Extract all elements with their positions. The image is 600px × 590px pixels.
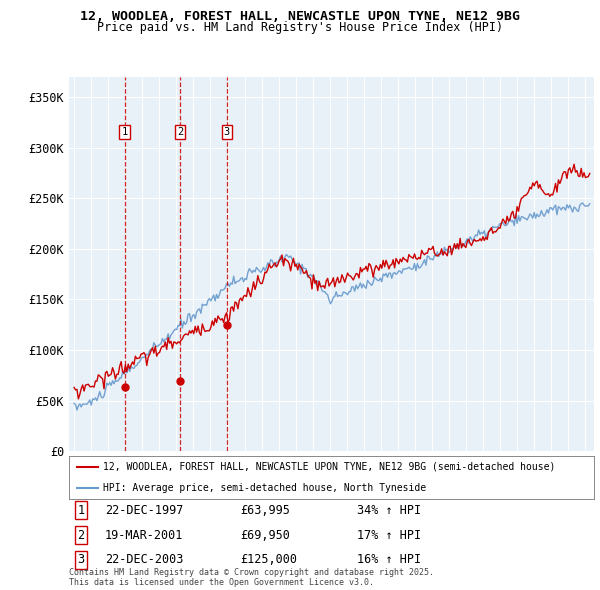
Text: Price paid vs. HM Land Registry's House Price Index (HPI): Price paid vs. HM Land Registry's House … [97, 21, 503, 34]
Text: Contains HM Land Registry data © Crown copyright and database right 2025.: Contains HM Land Registry data © Crown c… [69, 568, 434, 577]
Text: 12, WOODLEA, FOREST HALL, NEWCASTLE UPON TYNE, NE12 9BG: 12, WOODLEA, FOREST HALL, NEWCASTLE UPON… [80, 10, 520, 23]
Text: 17% ↑ HPI: 17% ↑ HPI [357, 529, 421, 542]
Text: 1: 1 [121, 127, 128, 137]
Text: 1: 1 [77, 504, 85, 517]
Text: 22-DEC-1997: 22-DEC-1997 [105, 504, 184, 517]
Text: This data is licensed under the Open Government Licence v3.0.: This data is licensed under the Open Gov… [69, 578, 374, 587]
Text: 3: 3 [77, 553, 85, 566]
Text: 3: 3 [224, 127, 230, 137]
Text: 16% ↑ HPI: 16% ↑ HPI [357, 553, 421, 566]
Text: 22-DEC-2003: 22-DEC-2003 [105, 553, 184, 566]
Text: £69,950: £69,950 [240, 529, 290, 542]
Text: HPI: Average price, semi-detached house, North Tyneside: HPI: Average price, semi-detached house,… [103, 483, 426, 493]
Text: 19-MAR-2001: 19-MAR-2001 [105, 529, 184, 542]
Text: 2: 2 [77, 529, 85, 542]
Text: 12, WOODLEA, FOREST HALL, NEWCASTLE UPON TYNE, NE12 9BG (semi-detached house): 12, WOODLEA, FOREST HALL, NEWCASTLE UPON… [103, 462, 556, 471]
Text: 34% ↑ HPI: 34% ↑ HPI [357, 504, 421, 517]
Text: £63,995: £63,995 [240, 504, 290, 517]
Text: £125,000: £125,000 [240, 553, 297, 566]
Text: 2: 2 [177, 127, 183, 137]
